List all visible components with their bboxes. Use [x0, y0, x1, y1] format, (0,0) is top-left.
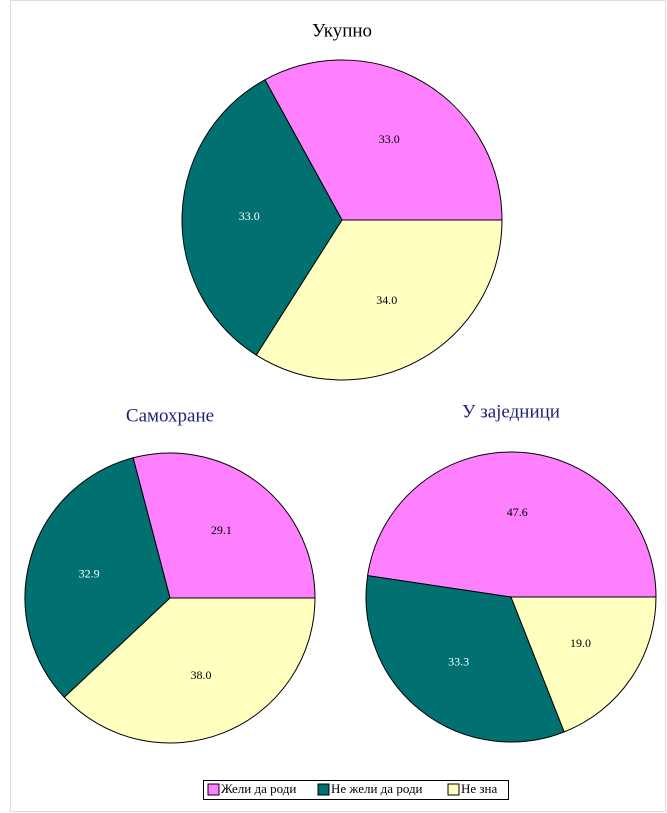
- pie-slice: [132, 452, 316, 599]
- data-label: 38.0: [190, 668, 211, 682]
- pie-slice: [181, 79, 343, 356]
- data-label: 34.0: [376, 293, 397, 307]
- chart-title: Укупно: [312, 20, 372, 41]
- legend-box: [203, 780, 509, 800]
- frame: [10, 0, 666, 812]
- pie-slice: [367, 451, 657, 598]
- pie-slice: [24, 457, 171, 698]
- legend-label: Не жели да роди: [331, 781, 423, 796]
- legend-swatch: [317, 783, 330, 796]
- pie-slice: [365, 575, 565, 743]
- data-label: 33.3: [448, 655, 469, 669]
- data-label: 47.6: [507, 505, 528, 519]
- pie-slice: [510, 596, 657, 733]
- legend-label: Не зна: [461, 781, 498, 796]
- legend-swatch: [207, 783, 220, 796]
- data-label: 33.0: [379, 132, 400, 146]
- legend-label: Жели да роди: [221, 781, 296, 796]
- data-label: 19.0: [570, 636, 591, 650]
- data-label: 32.9: [79, 567, 100, 581]
- pie-slice: [63, 597, 316, 744]
- chart-title: Самохране: [126, 405, 214, 426]
- data-label: 29.1: [211, 523, 232, 537]
- legend-swatch: [447, 783, 460, 796]
- pie-slice: [264, 59, 503, 221]
- chart-title: У заједници: [462, 401, 560, 422]
- pie-slice: [255, 219, 503, 381]
- data-label: 33.0: [239, 209, 260, 223]
